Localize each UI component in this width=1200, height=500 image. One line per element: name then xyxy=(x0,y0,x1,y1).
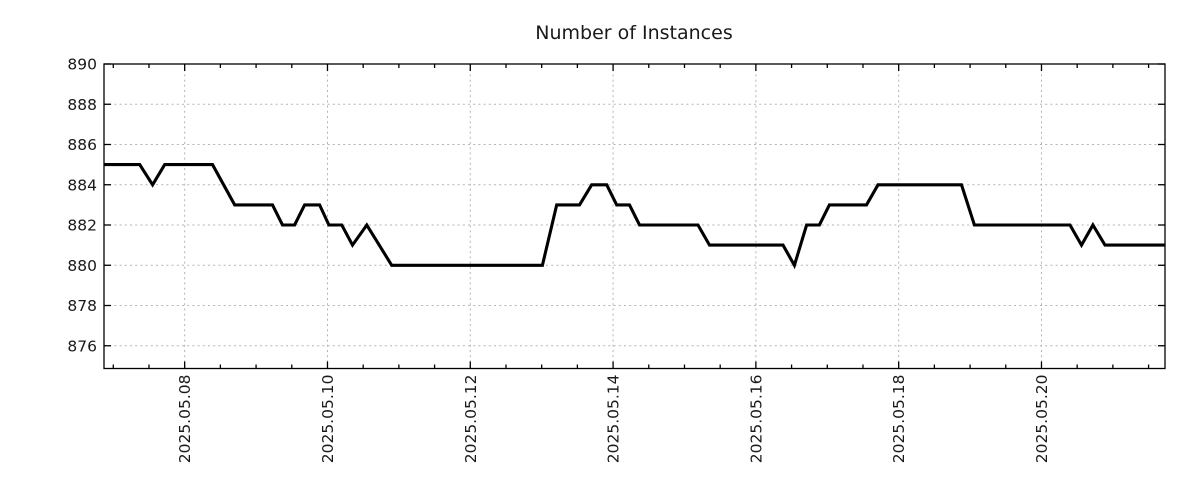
x-tick-label: 2025.05.14 xyxy=(605,375,623,464)
x-tick-label: 2025.05.10 xyxy=(319,375,337,464)
y-tick-label: 878 xyxy=(67,297,97,315)
y-tick-label: 876 xyxy=(67,337,97,355)
y-tick-label: 880 xyxy=(67,257,97,275)
y-tick-label: 886 xyxy=(67,136,97,154)
x-tick-label: 2025.05.20 xyxy=(1033,375,1051,464)
y-tick-label: 884 xyxy=(67,176,97,194)
y-tick-label: 888 xyxy=(67,96,97,114)
instances-line xyxy=(104,163,1165,270)
plot-border xyxy=(103,63,1166,370)
y-tick-label: 882 xyxy=(67,217,97,235)
tick-layer xyxy=(104,63,1165,369)
x-tick-label: 2025.05.16 xyxy=(747,375,765,464)
series-layer xyxy=(104,163,1165,270)
chart-title: Number of Instances xyxy=(535,22,732,44)
axis-label-layer: 890 888 886 884 882 880 878 876 2025.05.08 2025.0… xyxy=(67,56,1051,464)
y-tick-label: 890 xyxy=(67,56,97,74)
grid-layer xyxy=(104,63,1165,369)
plot-border-layer xyxy=(103,63,1166,370)
x-tick-label: 2025.05.12 xyxy=(462,375,480,464)
x-tick-label: 2025.05.18 xyxy=(890,375,908,464)
x-tick-label: 2025.05.08 xyxy=(176,375,194,464)
